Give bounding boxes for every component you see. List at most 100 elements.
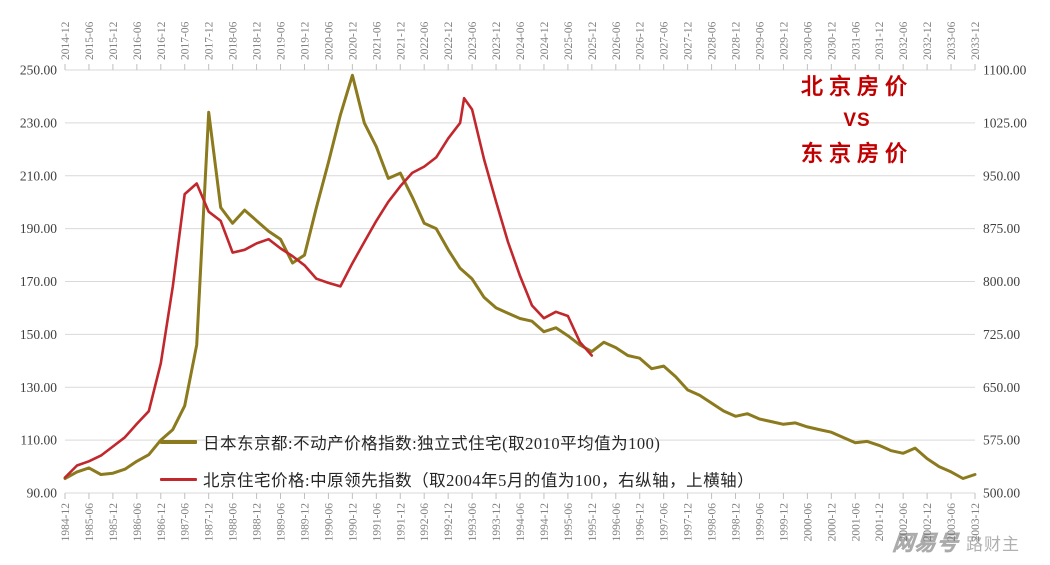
left-axis-label: 130.00 bbox=[20, 380, 57, 395]
top-axis-label: 2029-06 bbox=[754, 21, 766, 60]
bottom-axis-label: 1997-12 bbox=[683, 503, 695, 542]
top-axis-label: 2031-12 bbox=[874, 21, 886, 60]
left-axis-label: 230.00 bbox=[20, 115, 57, 130]
top-axis-label: 2025-06 bbox=[563, 21, 575, 60]
top-axis-label: 2020-06 bbox=[323, 21, 335, 60]
top-axis-label: 2032-12 bbox=[922, 21, 934, 60]
chart-title-line2: 东京房价 bbox=[800, 141, 913, 166]
left-axis-label: 210.00 bbox=[20, 168, 57, 183]
bottom-axis-label: 1993-12 bbox=[491, 503, 503, 542]
right-axis-label: 650.00 bbox=[983, 380, 1020, 395]
top-axis-label: 2028-06 bbox=[707, 21, 719, 60]
bottom-axis-label: 1992-06 bbox=[419, 503, 431, 542]
bottom-axis-label: 1999-06 bbox=[754, 503, 766, 542]
bottom-axis-label: 1991-06 bbox=[371, 503, 383, 542]
top-axis-label: 2024-06 bbox=[515, 21, 527, 60]
right-axis-label: 725.00 bbox=[983, 327, 1020, 342]
bottom-axis-label: 2003-06 bbox=[946, 503, 958, 542]
bottom-axis-label: 1992-12 bbox=[443, 503, 455, 542]
top-axis-label: 2030-12 bbox=[826, 21, 838, 60]
bottom-axis-label: 1995-12 bbox=[587, 503, 599, 542]
top-axis-label: 2019-06 bbox=[276, 21, 288, 60]
bottom-axis-label: 1998-06 bbox=[707, 503, 719, 542]
top-axis-label: 2016-06 bbox=[132, 21, 144, 60]
right-axis-label: 800.00 bbox=[983, 274, 1020, 289]
right-axis-label: 1025.00 bbox=[983, 115, 1027, 130]
left-axis-label: 190.00 bbox=[20, 221, 57, 236]
left-axis-label: 110.00 bbox=[20, 433, 57, 448]
top-axis-label: 2018-06 bbox=[228, 21, 240, 60]
top-axis-label: 2031-06 bbox=[850, 21, 862, 60]
top-axis-label: 2015-12 bbox=[108, 21, 120, 60]
chart-title-line1: 北京房价 bbox=[800, 74, 913, 99]
chart-title-vs: VS bbox=[843, 110, 871, 131]
bottom-axis-label: 1986-06 bbox=[132, 503, 144, 542]
top-axis-label: 2023-06 bbox=[467, 21, 479, 60]
top-axis-label: 2018-12 bbox=[252, 21, 264, 60]
right-axis-label: 875.00 bbox=[983, 221, 1020, 236]
bottom-axis-label: 1990-06 bbox=[323, 503, 335, 542]
left-axis-label: 170.00 bbox=[20, 274, 57, 289]
bottom-axis-label: 2003-12 bbox=[970, 503, 982, 542]
legend-item-tokyo: 日本东京都:不动产价格指数:独立式住宅(取2010平均值为100) bbox=[160, 428, 754, 456]
beijing-price-line bbox=[63, 96, 594, 479]
top-axis-label: 2028-12 bbox=[731, 21, 743, 60]
top-axis-label: 2017-06 bbox=[180, 21, 192, 60]
bottom-axis-label: 1989-12 bbox=[299, 503, 311, 542]
bottom-axis-label: 1984-12 bbox=[60, 503, 72, 542]
bottom-axis-label: 1985-12 bbox=[108, 503, 120, 542]
bottom-axis-label: 2002-12 bbox=[922, 503, 934, 542]
left-axis-label: 90.00 bbox=[27, 486, 58, 501]
top-axis-label: 2025-12 bbox=[587, 21, 599, 60]
top-axis-label: 2019-12 bbox=[299, 21, 311, 60]
top-axis-label: 2020-12 bbox=[347, 21, 359, 60]
top-axis-label: 2015-06 bbox=[84, 21, 96, 60]
bottom-axis-label: 2000-12 bbox=[826, 503, 838, 542]
watermark: 网易号 路财主 bbox=[891, 527, 1020, 557]
bottom-axis-label: 1991-12 bbox=[395, 503, 407, 542]
bottom-axis-label: 1996-06 bbox=[611, 503, 623, 542]
beijing-line-swatch bbox=[160, 477, 197, 481]
legend: 日本东京都:不动产价格指数:独立式住宅(取2010平均值为100) 北京住宅价格… bbox=[160, 428, 754, 502]
bottom-axis-label: 1987-06 bbox=[180, 503, 192, 542]
bottom-axis-label: 1995-06 bbox=[563, 503, 575, 542]
top-axis-label: 2017-12 bbox=[204, 21, 216, 60]
top-axis-label: 2033-12 bbox=[970, 21, 982, 60]
bottom-axis-label: 1994-06 bbox=[515, 503, 527, 542]
left-axis-label: 150.00 bbox=[20, 327, 57, 342]
bottom-axis-label: 2001-06 bbox=[850, 503, 862, 542]
top-axis-label: 2029-12 bbox=[778, 21, 790, 60]
bottom-axis-label: 2001-12 bbox=[874, 503, 886, 542]
bottom-axis-label: 1987-12 bbox=[204, 503, 216, 542]
top-axis-label: 2022-06 bbox=[419, 21, 431, 60]
top-axis-label: 2021-12 bbox=[395, 21, 407, 60]
watermark-author: 路财主 bbox=[966, 535, 1020, 554]
top-axis-label: 2032-06 bbox=[898, 21, 910, 60]
legend-label-beijing: 北京住宅价格:中原领先指数（取2004年5月的值为100，右纵轴，上横轴） bbox=[203, 471, 755, 490]
right-axis-label: 500.00 bbox=[983, 486, 1020, 501]
chart-title: 北京房价 VS 东京房价 bbox=[772, 76, 942, 178]
top-axis-label: 2033-06 bbox=[946, 21, 958, 60]
bottom-axis-label: 1990-12 bbox=[347, 503, 359, 542]
bottom-axis-label: 1997-06 bbox=[659, 503, 671, 542]
bottom-axis-label: 1988-12 bbox=[252, 503, 264, 542]
bottom-axis-label: 2002-06 bbox=[898, 503, 910, 542]
bottom-axis-label: 1986-12 bbox=[156, 503, 168, 542]
bottom-axis-label: 1988-06 bbox=[228, 503, 240, 542]
bottom-axis-label: 1993-06 bbox=[467, 503, 479, 542]
top-axis-label: 2023-12 bbox=[491, 21, 503, 60]
tokyo-price-line bbox=[63, 73, 977, 480]
top-axis-label: 2027-06 bbox=[659, 21, 671, 60]
bottom-axis-label: 1999-12 bbox=[778, 503, 790, 542]
top-axis-label: 2016-12 bbox=[156, 21, 168, 60]
legend-label-tokyo: 日本东京都:不动产价格指数:独立式住宅(取2010平均值为100) bbox=[203, 434, 661, 453]
bottom-axis-label: 1994-12 bbox=[539, 503, 551, 542]
right-axis-label: 1100.00 bbox=[983, 63, 1027, 78]
right-axis-label: 575.00 bbox=[983, 433, 1020, 448]
legend-item-beijing: 北京住宅价格:中原领先指数（取2004年5月的值为100，右纵轴，上横轴） bbox=[160, 465, 754, 493]
bottom-axis-label: 1985-06 bbox=[84, 503, 96, 542]
top-axis-label: 2014-12 bbox=[60, 21, 72, 60]
top-axis-label: 2022-12 bbox=[443, 21, 455, 60]
